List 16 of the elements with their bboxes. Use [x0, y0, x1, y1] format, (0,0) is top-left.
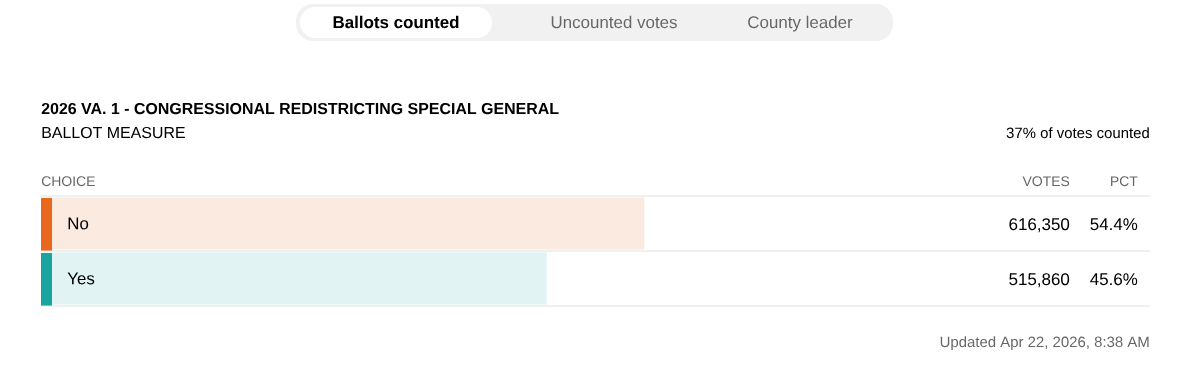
- y-tick-label: Yes: [67, 272, 95, 285]
- text: CHOICE: [41, 176, 95, 187]
- data-label: 45.6%: [1090, 273, 1138, 286]
- text: County leader: [748, 15, 853, 32]
- text: VOTES: [1022, 176, 1070, 187]
- text: PCT: [1111, 176, 1138, 187]
- annotation: 616,350: [1009, 218, 1070, 233]
- chart-title: 2026 VA. 1 - CONGRESSIONAL REDISTRICTING SPECIAL GENERAL: [41, 102, 559, 115]
- chart-subtitle: BALLOT MEASURE: [42, 126, 185, 139]
- text: 37% of votes counted: [1006, 127, 1149, 139]
- text: Updated Apr 22, 2026, 8:38 AM: [940, 336, 1149, 351]
- data-label: 54.4%: [1090, 218, 1138, 231]
- annotation: 515,860: [1009, 273, 1070, 288]
- y-tick-label: No: [68, 217, 89, 230]
- text: Uncounted votes: [551, 15, 677, 29]
- text: Ballots counted: [333, 15, 459, 29]
